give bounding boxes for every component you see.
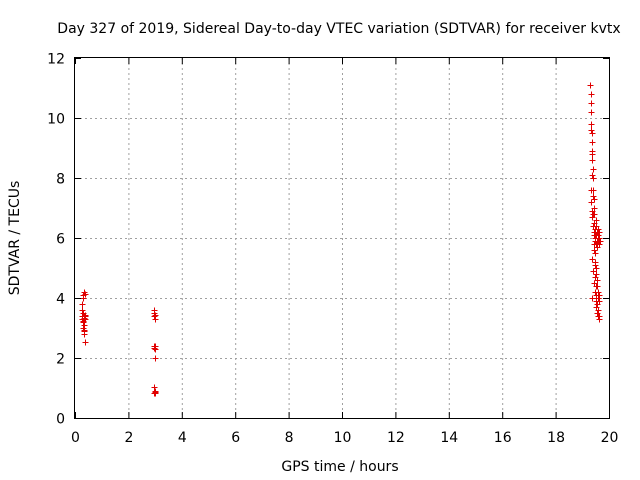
- y-tick-label: 12: [47, 52, 65, 68]
- x-tick-label: 20: [601, 430, 619, 446]
- x-tick-label: 2: [124, 430, 133, 446]
- data-point: [591, 196, 598, 203]
- data-point: [81, 315, 88, 322]
- data-point: [595, 226, 602, 233]
- data-point: [152, 355, 159, 362]
- data-point: [597, 238, 604, 245]
- y-tick-label: 0: [56, 412, 65, 428]
- data-point: [590, 223, 597, 230]
- data-point: [81, 322, 88, 329]
- data-point: [80, 318, 87, 325]
- data-point: [590, 175, 597, 182]
- data-point: [590, 211, 597, 218]
- y-tick-labels: 0 2 4 6 8 10 12: [47, 52, 65, 428]
- data-point: [589, 130, 596, 137]
- data-point: [587, 82, 594, 89]
- plot-frame: [74, 57, 610, 419]
- data-point: [596, 235, 603, 242]
- x-tick-label: 0: [71, 430, 80, 446]
- chart-title: Day 327 of 2019, Sidereal Day-to-day VTE…: [57, 21, 620, 37]
- data-point: [593, 271, 600, 278]
- data-point: [81, 328, 88, 335]
- data-points: [79, 82, 604, 397]
- x-tick-label: 12: [387, 430, 405, 446]
- x-tick-labels: 0 2 4 6 8 10 12 14 16 18 20: [71, 430, 618, 446]
- data-point: [588, 109, 595, 116]
- x-tick-label: 8: [285, 430, 294, 446]
- x-tick-label: 18: [547, 430, 565, 446]
- data-point: [593, 292, 600, 299]
- x-axis-label: GPS time / hours: [281, 459, 398, 475]
- axis-ticks: [75, 58, 610, 419]
- data-point: [592, 274, 599, 281]
- x-tick-label: 10: [334, 430, 352, 446]
- data-point: [79, 301, 86, 308]
- x-tick-label: 16: [494, 430, 512, 446]
- data-point: [589, 157, 596, 164]
- data-point: [589, 208, 596, 215]
- data-point: [592, 262, 599, 269]
- data-point: [593, 265, 600, 272]
- data-point: [591, 229, 598, 236]
- data-point: [588, 91, 595, 98]
- data-point: [588, 127, 595, 134]
- data-point: [589, 172, 596, 179]
- data-point: [591, 280, 598, 287]
- data-point: [596, 313, 603, 320]
- data-point: [592, 250, 599, 257]
- data-point: [589, 256, 596, 263]
- data-point: [152, 346, 159, 353]
- y-tick-label: 6: [56, 232, 65, 248]
- data-point: [590, 268, 597, 275]
- grid-lines: [75, 58, 609, 418]
- data-point: [591, 247, 598, 254]
- data-point: [593, 217, 600, 224]
- data-point: [589, 214, 596, 221]
- data-point: [151, 384, 158, 391]
- data-point: [152, 390, 159, 397]
- y-tick-label: 2: [56, 352, 65, 368]
- data-point: [82, 291, 89, 298]
- data-point: [82, 312, 89, 319]
- data-point: [80, 295, 87, 302]
- y-axis-label: SDTVAR / TECUs: [7, 181, 23, 296]
- data-point: [588, 199, 595, 206]
- data-point: [593, 298, 600, 305]
- data-point: [82, 339, 89, 346]
- data-point: [79, 307, 86, 314]
- y-tick-label: 4: [56, 292, 65, 308]
- data-point: [589, 295, 596, 302]
- data-point: [592, 289, 599, 296]
- x-tick-label: 4: [178, 430, 187, 446]
- x-tick-label: 14: [440, 430, 458, 446]
- y-tick-label: 10: [47, 112, 65, 128]
- data-point: [152, 312, 159, 319]
- x-tick-label: 6: [231, 430, 240, 446]
- data-point: [589, 151, 596, 158]
- data-point: [590, 166, 597, 173]
- data-point: [588, 187, 595, 194]
- data-point: [151, 343, 158, 350]
- data-point: [594, 301, 601, 308]
- data-point: [595, 307, 602, 314]
- y-tick-label: 8: [56, 172, 65, 188]
- data-point: [589, 139, 596, 146]
- data-point: [588, 100, 595, 107]
- data-point: [588, 121, 595, 128]
- data-point: [590, 193, 597, 200]
- data-point: [591, 241, 598, 248]
